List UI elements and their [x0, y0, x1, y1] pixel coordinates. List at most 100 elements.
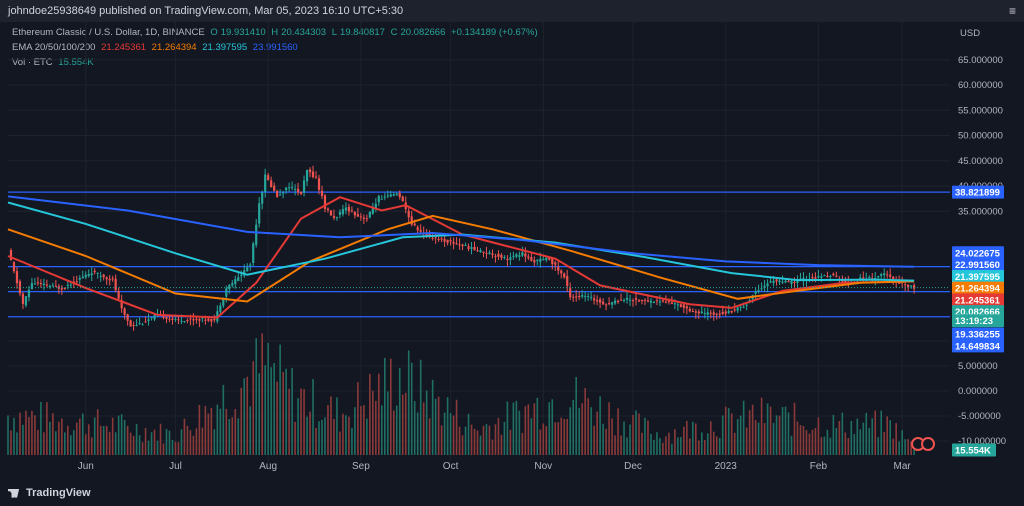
candle-body [536, 259, 539, 261]
candle-body [75, 281, 78, 283]
volume-bar [312, 379, 314, 455]
volume-bar [234, 409, 237, 455]
candle-body [628, 299, 632, 301]
candle-body [386, 195, 389, 197]
candle-body [147, 319, 150, 322]
volume-bar [43, 432, 45, 455]
candle-body [500, 254, 503, 258]
volume-bar [554, 422, 557, 455]
candle-body [670, 302, 673, 305]
candle-body [171, 318, 174, 320]
volume-bar [315, 427, 317, 455]
candle-body [616, 300, 620, 303]
volume-bar [407, 350, 410, 455]
volume-bar [354, 407, 356, 455]
price-chart[interactable]: 65.000000 60.000000 55.000000 50.000000 45.0… [0, 22, 1024, 482]
volume-bar [671, 443, 673, 455]
candle-body [787, 281, 790, 283]
volume-bar [372, 390, 374, 455]
candle-body [63, 287, 66, 289]
volume-bar [240, 387, 243, 455]
candle-body [222, 297, 225, 306]
price-tag [952, 281, 1004, 295]
x-tick-label: Feb [810, 461, 828, 472]
volume-bar [246, 376, 249, 455]
volume-bar [787, 412, 790, 455]
candle-body [279, 194, 282, 196]
x-tick-label: Oct [443, 461, 459, 472]
volume-bar [147, 440, 150, 455]
candle-body [323, 195, 327, 209]
price-tag-label: 19.336255 [955, 330, 1001, 341]
volume-bar [913, 449, 915, 455]
candle-body [826, 275, 829, 277]
volume-title[interactable]: Vol · ETC [12, 57, 53, 68]
candle-body [282, 192, 285, 194]
volume-bar [381, 405, 383, 455]
candle-body [793, 282, 796, 284]
volume-bar [413, 401, 416, 455]
symbol-title[interactable]: Ethereum Classic / U.S. Dollar, 1D, BINA… [12, 27, 205, 38]
volume-bar [769, 406, 772, 455]
volume-bar [135, 423, 138, 455]
candle-body [494, 255, 497, 257]
volume-bar [401, 394, 404, 455]
candle-body [518, 255, 521, 257]
candle-body [36, 282, 40, 284]
tradingview-icon [8, 488, 20, 498]
price-tag-label: 22.991560 [955, 260, 1000, 271]
candle-body [45, 284, 48, 286]
volume-bar [159, 423, 162, 455]
volume-bar [282, 372, 284, 455]
volume-bar [817, 417, 820, 455]
volume-bar [539, 429, 542, 455]
candle-body [829, 275, 832, 277]
candle-body [440, 238, 443, 240]
volume-bar [333, 418, 335, 455]
candle-body [362, 217, 365, 219]
candle-body [757, 290, 760, 292]
volume-bar [703, 440, 706, 455]
candle-body [631, 300, 635, 302]
volume-value: 15.554K [58, 57, 94, 68]
volume-bar [138, 435, 141, 455]
candle-body [120, 300, 123, 309]
ema-title[interactable]: EMA 20/50/100/200 [12, 42, 96, 53]
candle-body [610, 302, 614, 305]
volume-bar [300, 388, 302, 455]
close-value: 20.082666 [400, 27, 446, 38]
volume-bar [530, 418, 533, 455]
candle-body [395, 193, 398, 196]
volume-bar [150, 432, 153, 455]
candle-body [39, 282, 42, 284]
candle-body [114, 278, 117, 291]
menu-icon[interactable]: ≡ [1008, 4, 1016, 18]
volume-bar [575, 376, 577, 455]
candle-body [596, 299, 599, 302]
candle-body [350, 210, 354, 212]
volume-bar [763, 423, 766, 455]
volume-bar [680, 437, 682, 455]
volume-bar [375, 400, 377, 455]
volume-bar [419, 359, 422, 455]
volume-bar [392, 410, 395, 455]
volume-bar [327, 405, 329, 455]
volume-bar [590, 407, 592, 455]
candle-body [521, 252, 524, 256]
x-tick-label: Nov [534, 461, 552, 472]
volume-bar [775, 415, 778, 455]
volume-bar [156, 440, 159, 455]
volume-bar [563, 418, 566, 455]
x-tick-label: Dec [624, 461, 642, 472]
volume-bar [470, 424, 473, 455]
volume-bar [288, 388, 290, 455]
candle-body [868, 277, 871, 279]
candle-body [84, 274, 87, 278]
candle-body [207, 318, 210, 321]
candle-body [311, 171, 315, 178]
volume-bar [479, 435, 482, 455]
volume-bar [398, 367, 401, 455]
tradingview-logo[interactable]: TradingView [8, 487, 91, 499]
candle-body [66, 284, 69, 286]
candle-body [419, 229, 422, 232]
